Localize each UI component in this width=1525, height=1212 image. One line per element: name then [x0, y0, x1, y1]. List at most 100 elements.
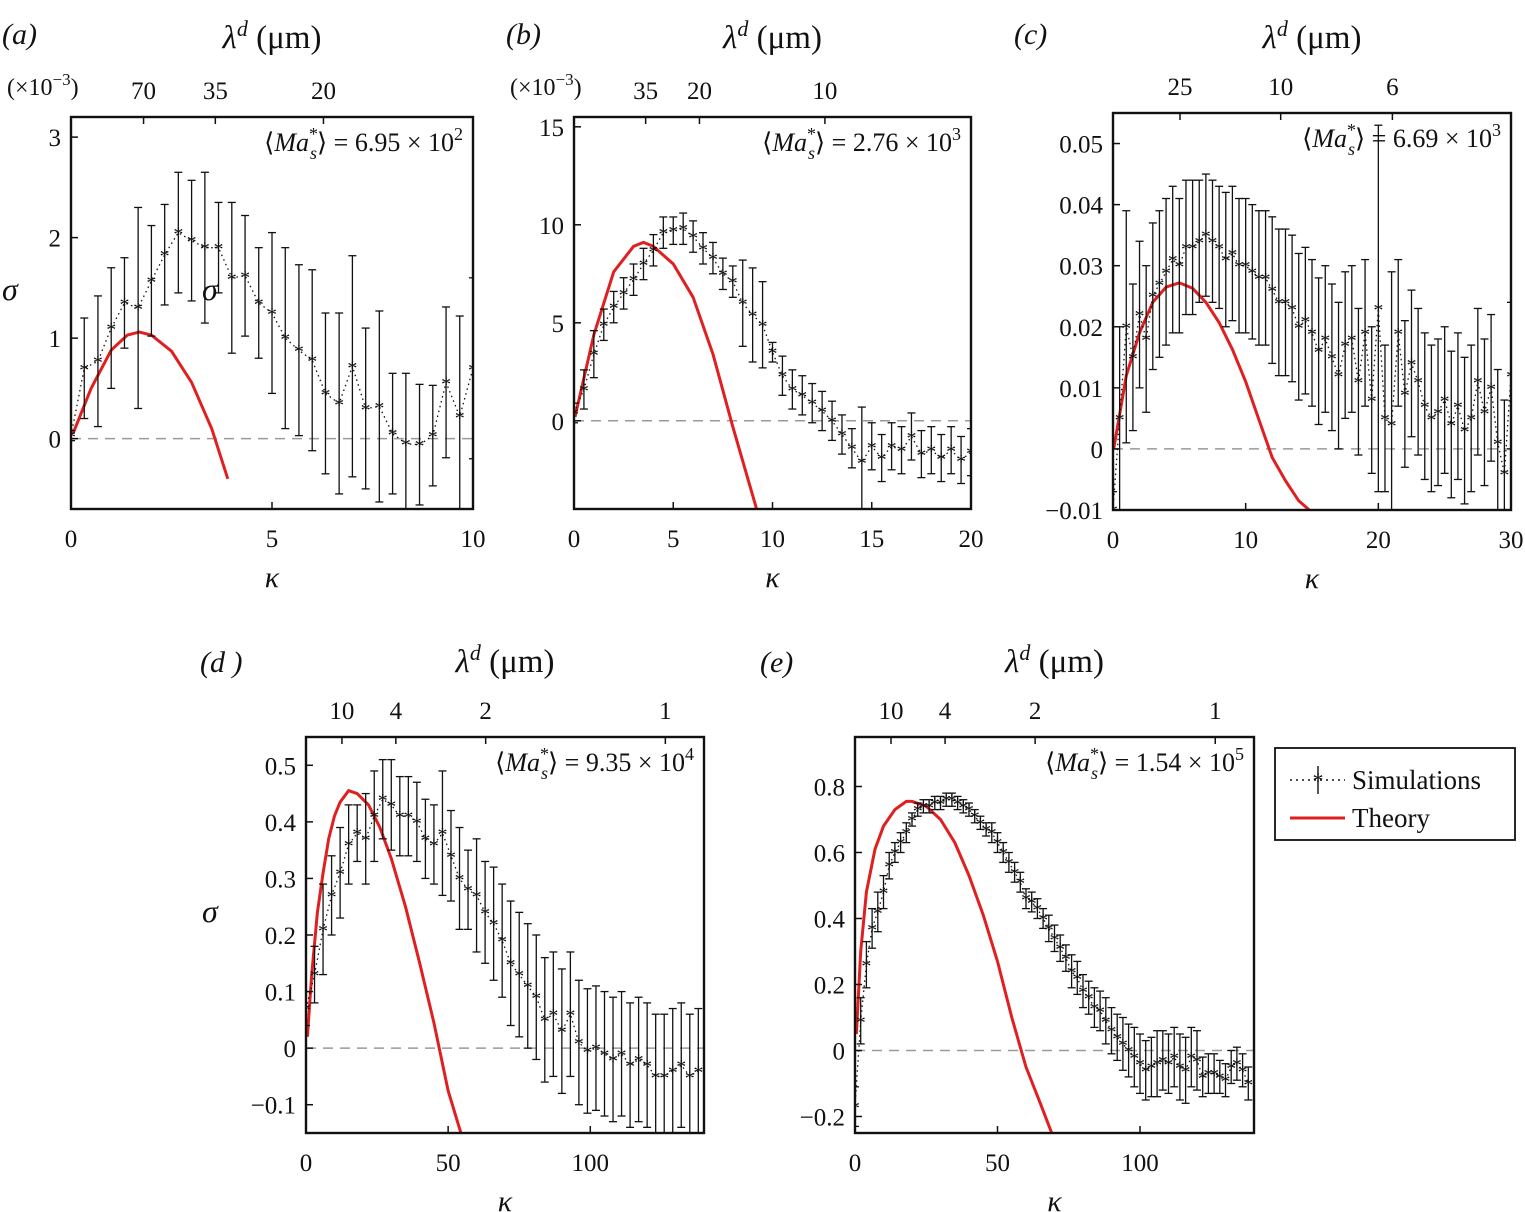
- simulation-point: *: [924, 797, 934, 819]
- simulation-point: *: [386, 758, 396, 851]
- simulation-point: *: [1320, 265, 1330, 413]
- data-marker: *: [975, 814, 985, 836]
- data-marker: *: [1124, 1042, 1134, 1064]
- y-tick-label: 1: [49, 326, 62, 353]
- x-tick-label: 20: [1366, 527, 1391, 554]
- data-marker: *: [1089, 999, 1099, 1021]
- data-marker: *: [728, 273, 738, 295]
- simulation-point: *: [1238, 1053, 1248, 1088]
- simulation-point: *: [378, 758, 388, 840]
- top-tick-label: 35: [203, 78, 228, 105]
- top-tick-label: 4: [939, 698, 952, 725]
- data-marker: *: [1038, 910, 1048, 932]
- data-marker: *: [344, 835, 354, 857]
- plot-area: ****************************************…: [306, 758, 703, 1133]
- simulation-point: *: [1175, 1033, 1185, 1101]
- y-tick-label: 0.5: [265, 753, 296, 780]
- x-tick-label: 20: [959, 526, 984, 553]
- simulation-point: *: [344, 804, 354, 885]
- simulation-point: *: [412, 781, 422, 863]
- legend: * Simulations Theory: [1274, 747, 1516, 841]
- data-marker: *: [787, 380, 797, 402]
- simulation-point: *: [1215, 1059, 1225, 1095]
- data-marker: *: [1128, 348, 1138, 370]
- simulation-point: *: [1493, 368, 1503, 510]
- data-marker: *: [506, 954, 516, 976]
- data-marker: *: [1186, 1048, 1196, 1070]
- simulation-point: *: [1158, 1030, 1168, 1091]
- simulation-point: *: [1232, 1046, 1242, 1081]
- x-tick-label: 50: [436, 1150, 461, 1177]
- x-tick-label: 50: [985, 1150, 1010, 1177]
- axes-frame: [853, 735, 1256, 1135]
- data-marker: *: [1340, 336, 1350, 358]
- simulation-point: *: [106, 267, 116, 390]
- simulation-point: *: [827, 400, 837, 442]
- data-marker: *: [1141, 1061, 1151, 1083]
- data-marker: *: [386, 796, 396, 818]
- simulation-point: *: [728, 265, 738, 298]
- data-marker: *: [540, 1011, 550, 1033]
- data-marker: *: [267, 304, 277, 326]
- data-marker: *: [378, 790, 388, 812]
- top-axis-title: λd (μm): [1262, 16, 1362, 56]
- data-marker: *: [916, 445, 926, 467]
- simulation-point: *: [589, 329, 599, 379]
- simulation-point: *: [797, 375, 807, 416]
- data-marker: *: [1360, 324, 1370, 346]
- ma-annotation: ⟨Ma* s⟩ = 9.35 × 104: [495, 744, 694, 783]
- simulation-point: *: [548, 951, 558, 1078]
- data-marker: *: [1460, 422, 1470, 444]
- simulation-point: *: [970, 807, 980, 829]
- data-marker: *: [574, 1033, 584, 1055]
- data-marker: *: [668, 222, 678, 244]
- simulation-point: *: [867, 907, 877, 949]
- simulation-point: *: [651, 1013, 661, 1133]
- data-marker: *: [1108, 501, 1118, 523]
- data-marker: *: [676, 1056, 686, 1078]
- y-tick-label: 0.2: [265, 923, 296, 950]
- y-tick-label: 0.05: [1059, 132, 1103, 159]
- simulation-point: *: [254, 247, 264, 359]
- data-marker: *: [240, 267, 250, 289]
- data-marker: *: [557, 1022, 567, 1044]
- scale-note: (×10−3): [7, 70, 79, 101]
- top-axis-title: λd (μm): [722, 16, 822, 56]
- data-marker: *: [441, 373, 451, 395]
- y-tick-label: 0.04: [1059, 193, 1103, 220]
- chart-panel-a: ** *** **** * * ** ** *** ** *** ** * * ****0 5 1001237…: [2, 16, 486, 594]
- data-marker: *: [1267, 281, 1277, 303]
- data-marker: *: [678, 220, 688, 242]
- top-tick-label: 2: [1029, 698, 1042, 725]
- simulation-point: *: [1078, 973, 1088, 1009]
- x-axis-label: κ: [1047, 1185, 1062, 1212]
- data-marker: *: [412, 813, 422, 835]
- simulation-point: *: [907, 811, 917, 833]
- simulation-point: *: [896, 832, 906, 856]
- data-marker: *: [173, 224, 183, 246]
- data-marker: *: [1169, 1048, 1179, 1070]
- simulation-point: *: [1164, 1033, 1174, 1095]
- y-tick-label: −0.2: [800, 1105, 845, 1132]
- data-marker: *: [200, 239, 210, 261]
- simulation-point: *: [1124, 1023, 1134, 1078]
- y-tick-label: 15: [539, 115, 564, 142]
- data-marker: *: [629, 271, 639, 293]
- data-marker: *: [930, 794, 940, 816]
- top-tick-label: 10: [1268, 74, 1293, 101]
- x-tick-label: 100: [572, 1150, 610, 1177]
- simulation-point: *: [1161, 197, 1171, 346]
- data-marker: *: [1226, 1058, 1236, 1080]
- simulation-point: *: [857, 406, 867, 509]
- data-marker: *: [589, 345, 599, 367]
- data-marker: *: [106, 319, 116, 341]
- plot-area: ****************************************…: [1108, 124, 1511, 523]
- data-marker: *: [352, 824, 362, 846]
- simulation-point: *: [1380, 344, 1390, 493]
- data-marker: *: [953, 794, 963, 816]
- data-marker: *: [1050, 929, 1060, 951]
- simulation-point: *: [1243, 1066, 1253, 1101]
- data-marker: *: [1420, 397, 1430, 419]
- y-tick-label: 2: [49, 226, 62, 253]
- data-marker: *: [66, 427, 76, 449]
